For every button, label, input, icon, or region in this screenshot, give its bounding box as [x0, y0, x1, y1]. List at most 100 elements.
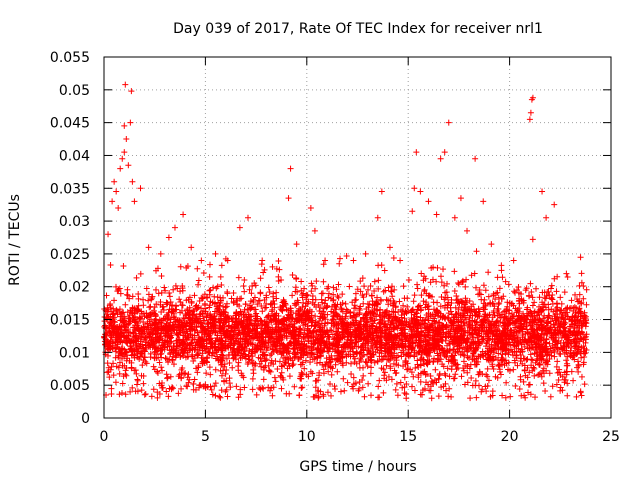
data-point	[517, 315, 524, 322]
data-point	[510, 366, 517, 373]
data-point	[428, 264, 435, 271]
data-point	[159, 384, 166, 391]
data-point	[339, 362, 346, 369]
data-point	[180, 314, 187, 321]
data-point	[482, 303, 489, 310]
data-point	[557, 307, 564, 314]
data-point	[143, 285, 150, 292]
data-point	[312, 378, 319, 385]
data-point	[316, 352, 323, 359]
data-point	[477, 291, 484, 298]
data-point	[339, 316, 346, 323]
data-point	[474, 331, 481, 338]
data-point	[255, 320, 262, 327]
data-point	[301, 285, 308, 292]
data-point	[368, 292, 375, 299]
data-point	[240, 311, 247, 318]
data-point	[112, 342, 119, 349]
data-point	[564, 304, 571, 311]
data-point	[322, 320, 329, 327]
data-point	[393, 357, 400, 364]
data-point	[128, 365, 135, 372]
data-point	[328, 327, 335, 334]
data-point	[531, 308, 538, 315]
data-point	[556, 306, 563, 313]
data-point	[258, 363, 265, 370]
data-point	[399, 343, 406, 350]
data-point	[308, 350, 315, 357]
data-point	[299, 343, 306, 350]
data-point	[430, 317, 437, 324]
data-point	[409, 345, 416, 352]
data-point	[561, 321, 568, 328]
data-point	[218, 372, 225, 379]
data-point	[348, 343, 355, 350]
data-point	[506, 367, 513, 374]
data-point	[554, 273, 561, 280]
data-point	[414, 281, 421, 288]
data-point	[258, 302, 265, 309]
data-point	[458, 323, 465, 330]
data-point	[204, 354, 211, 361]
data-point	[229, 364, 236, 371]
data-point	[523, 312, 530, 319]
data-point	[216, 393, 223, 400]
data-point	[242, 341, 249, 348]
data-point	[414, 285, 421, 292]
data-point	[192, 344, 199, 351]
data-point	[472, 284, 479, 291]
data-point	[107, 338, 114, 345]
data-point	[517, 376, 524, 383]
data-point	[533, 334, 540, 341]
data-point	[394, 352, 401, 359]
data-point	[394, 333, 401, 340]
data-point	[285, 329, 292, 336]
data-point	[218, 262, 225, 269]
data-point	[344, 336, 351, 343]
data-point	[466, 323, 473, 330]
data-point	[553, 363, 560, 370]
data-point	[233, 383, 240, 390]
data-point	[183, 345, 190, 352]
data-point	[278, 374, 285, 381]
data-point	[224, 393, 231, 400]
data-point	[237, 308, 244, 315]
data-point	[109, 345, 116, 352]
data-point	[480, 306, 487, 313]
data-point	[539, 289, 546, 296]
data-point	[421, 360, 428, 367]
data-point	[124, 292, 131, 299]
data-point	[381, 323, 388, 330]
data-point	[577, 317, 584, 324]
data-point	[546, 327, 553, 334]
data-point	[434, 299, 441, 306]
data-point	[344, 322, 351, 329]
data-point	[415, 371, 422, 378]
data-point	[230, 355, 237, 362]
data-point	[369, 336, 376, 343]
data-point	[265, 284, 272, 291]
data-point	[572, 339, 579, 346]
data-point	[475, 358, 482, 365]
data-point	[141, 391, 148, 398]
data-point	[515, 283, 522, 290]
data-point	[315, 394, 322, 401]
data-point	[358, 349, 365, 356]
data-point	[501, 345, 508, 352]
data-point	[276, 327, 283, 334]
data-point	[519, 334, 526, 341]
data-point	[549, 296, 556, 303]
data-point	[535, 372, 542, 379]
data-point	[335, 355, 342, 362]
data-point	[269, 392, 276, 399]
data-point	[531, 299, 538, 306]
data-point	[122, 301, 129, 308]
data-point	[420, 298, 427, 305]
data-point	[485, 269, 492, 276]
data-point	[536, 361, 543, 368]
data-point	[277, 372, 284, 379]
data-point	[547, 285, 554, 292]
data-point	[527, 391, 534, 398]
data-point	[120, 263, 127, 270]
data-point	[318, 290, 325, 297]
